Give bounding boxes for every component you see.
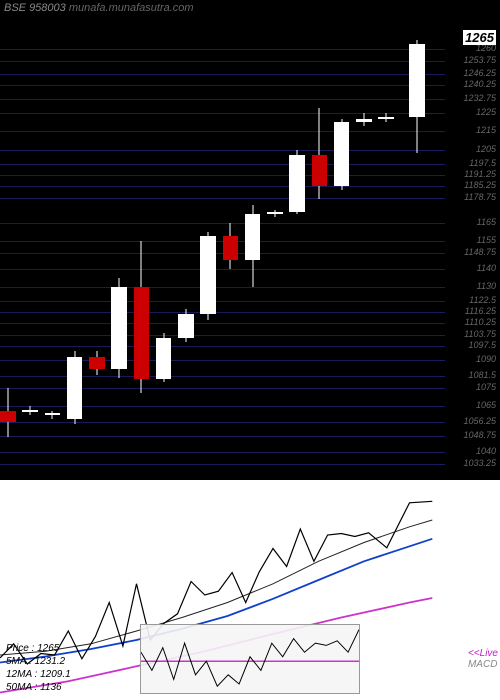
price-level-label: 1122.5 xyxy=(469,296,496,305)
price-level-label: 1185.25 xyxy=(464,181,496,190)
price-level-label: 1240.25 xyxy=(463,80,496,89)
candle xyxy=(378,40,394,470)
candle xyxy=(67,40,83,470)
info-5ma: 5MA : 1231.2 xyxy=(6,655,71,668)
candle xyxy=(289,40,305,470)
price-level-label: 1090 xyxy=(476,355,496,364)
price-level-label: 1110.25 xyxy=(465,318,496,327)
candle xyxy=(409,40,425,470)
price-level-label: 1178.75 xyxy=(464,193,496,202)
price-level-label: 1033.25 xyxy=(463,459,496,468)
price-level-label: 1165 xyxy=(477,218,496,227)
candle xyxy=(156,40,172,470)
price-level-label: 1191.25 xyxy=(464,170,496,179)
candle xyxy=(45,40,61,470)
info-12ma: 12MA : 1209.1 xyxy=(6,668,71,681)
price-level-label: 1065 xyxy=(476,401,496,410)
chart-header: BSE 958003 munafa.munafasutra.com xyxy=(4,2,194,14)
price-level-label: 1155 xyxy=(477,236,496,245)
candlestick-series xyxy=(0,40,445,470)
price-level-label: 1205 xyxy=(476,145,496,154)
macd-label: <<Live MACD xyxy=(468,648,498,670)
price-level-label: 1040 xyxy=(476,447,496,456)
price-level-label: 1232.75 xyxy=(463,94,496,103)
macd-svg xyxy=(141,625,359,693)
price-level-label: 1075 xyxy=(476,383,496,392)
price-level-label: 1048.75 xyxy=(463,431,496,440)
main-candlestick-chart: BSE 958003 munafa.munafasutra.com 126012… xyxy=(0,0,500,480)
candle xyxy=(0,40,16,470)
price-level-label: 1246.25 xyxy=(463,69,496,78)
candle xyxy=(134,40,150,470)
candle xyxy=(111,40,127,470)
price-level-label: 1215 xyxy=(476,126,496,135)
price-level-label: 1103.75 xyxy=(464,330,496,339)
candle xyxy=(356,40,372,470)
price-level-label: 1130 xyxy=(477,282,496,291)
candle xyxy=(267,40,283,470)
watermark-text: munafa.munafasutra.com xyxy=(69,2,194,14)
price-level-label: 1148.75 xyxy=(464,248,496,257)
candle xyxy=(312,40,328,470)
price-level-label: 1097.5 xyxy=(468,341,496,350)
macd-live-text: <<Live xyxy=(468,648,498,659)
price-level-label: 1253.75 xyxy=(463,56,496,65)
macd-inset-chart xyxy=(140,624,360,694)
candle xyxy=(334,40,350,470)
macd-text: MACD xyxy=(468,659,497,670)
price-level-label: 1056.25 xyxy=(463,417,496,426)
candle xyxy=(200,40,216,470)
price-axis-labels: 1260 1253.75 1246.25 1240.25 1232.75 1225 1215… xyxy=(445,40,500,470)
price-info-box: Price : 1265 5MA : 1231.2 12MA : 1209.1 … xyxy=(6,642,71,694)
price-level-label: 1116.25 xyxy=(465,307,496,316)
candle xyxy=(245,40,261,470)
candle xyxy=(22,40,38,470)
info-price: Price : 1265 xyxy=(6,642,71,655)
last-price-label: 1265 xyxy=(463,30,496,45)
price-level-label: 1225 xyxy=(476,108,496,117)
info-50ma: 50MA : 1136 xyxy=(6,681,71,694)
price-level-label: 1197.5 xyxy=(469,159,496,168)
candle xyxy=(223,40,239,470)
macd-line xyxy=(141,630,359,687)
price-level-label: 1260 xyxy=(476,44,496,53)
ticker-symbol: BSE 958003 xyxy=(4,2,66,14)
moving-average-panel: Price : 1265 5MA : 1231.2 12MA : 1209.1 … xyxy=(0,480,500,700)
candle xyxy=(89,40,105,470)
price-level-label: 1081.5 xyxy=(468,371,496,380)
price-level-label: 1140 xyxy=(477,264,496,273)
candle xyxy=(178,40,194,470)
